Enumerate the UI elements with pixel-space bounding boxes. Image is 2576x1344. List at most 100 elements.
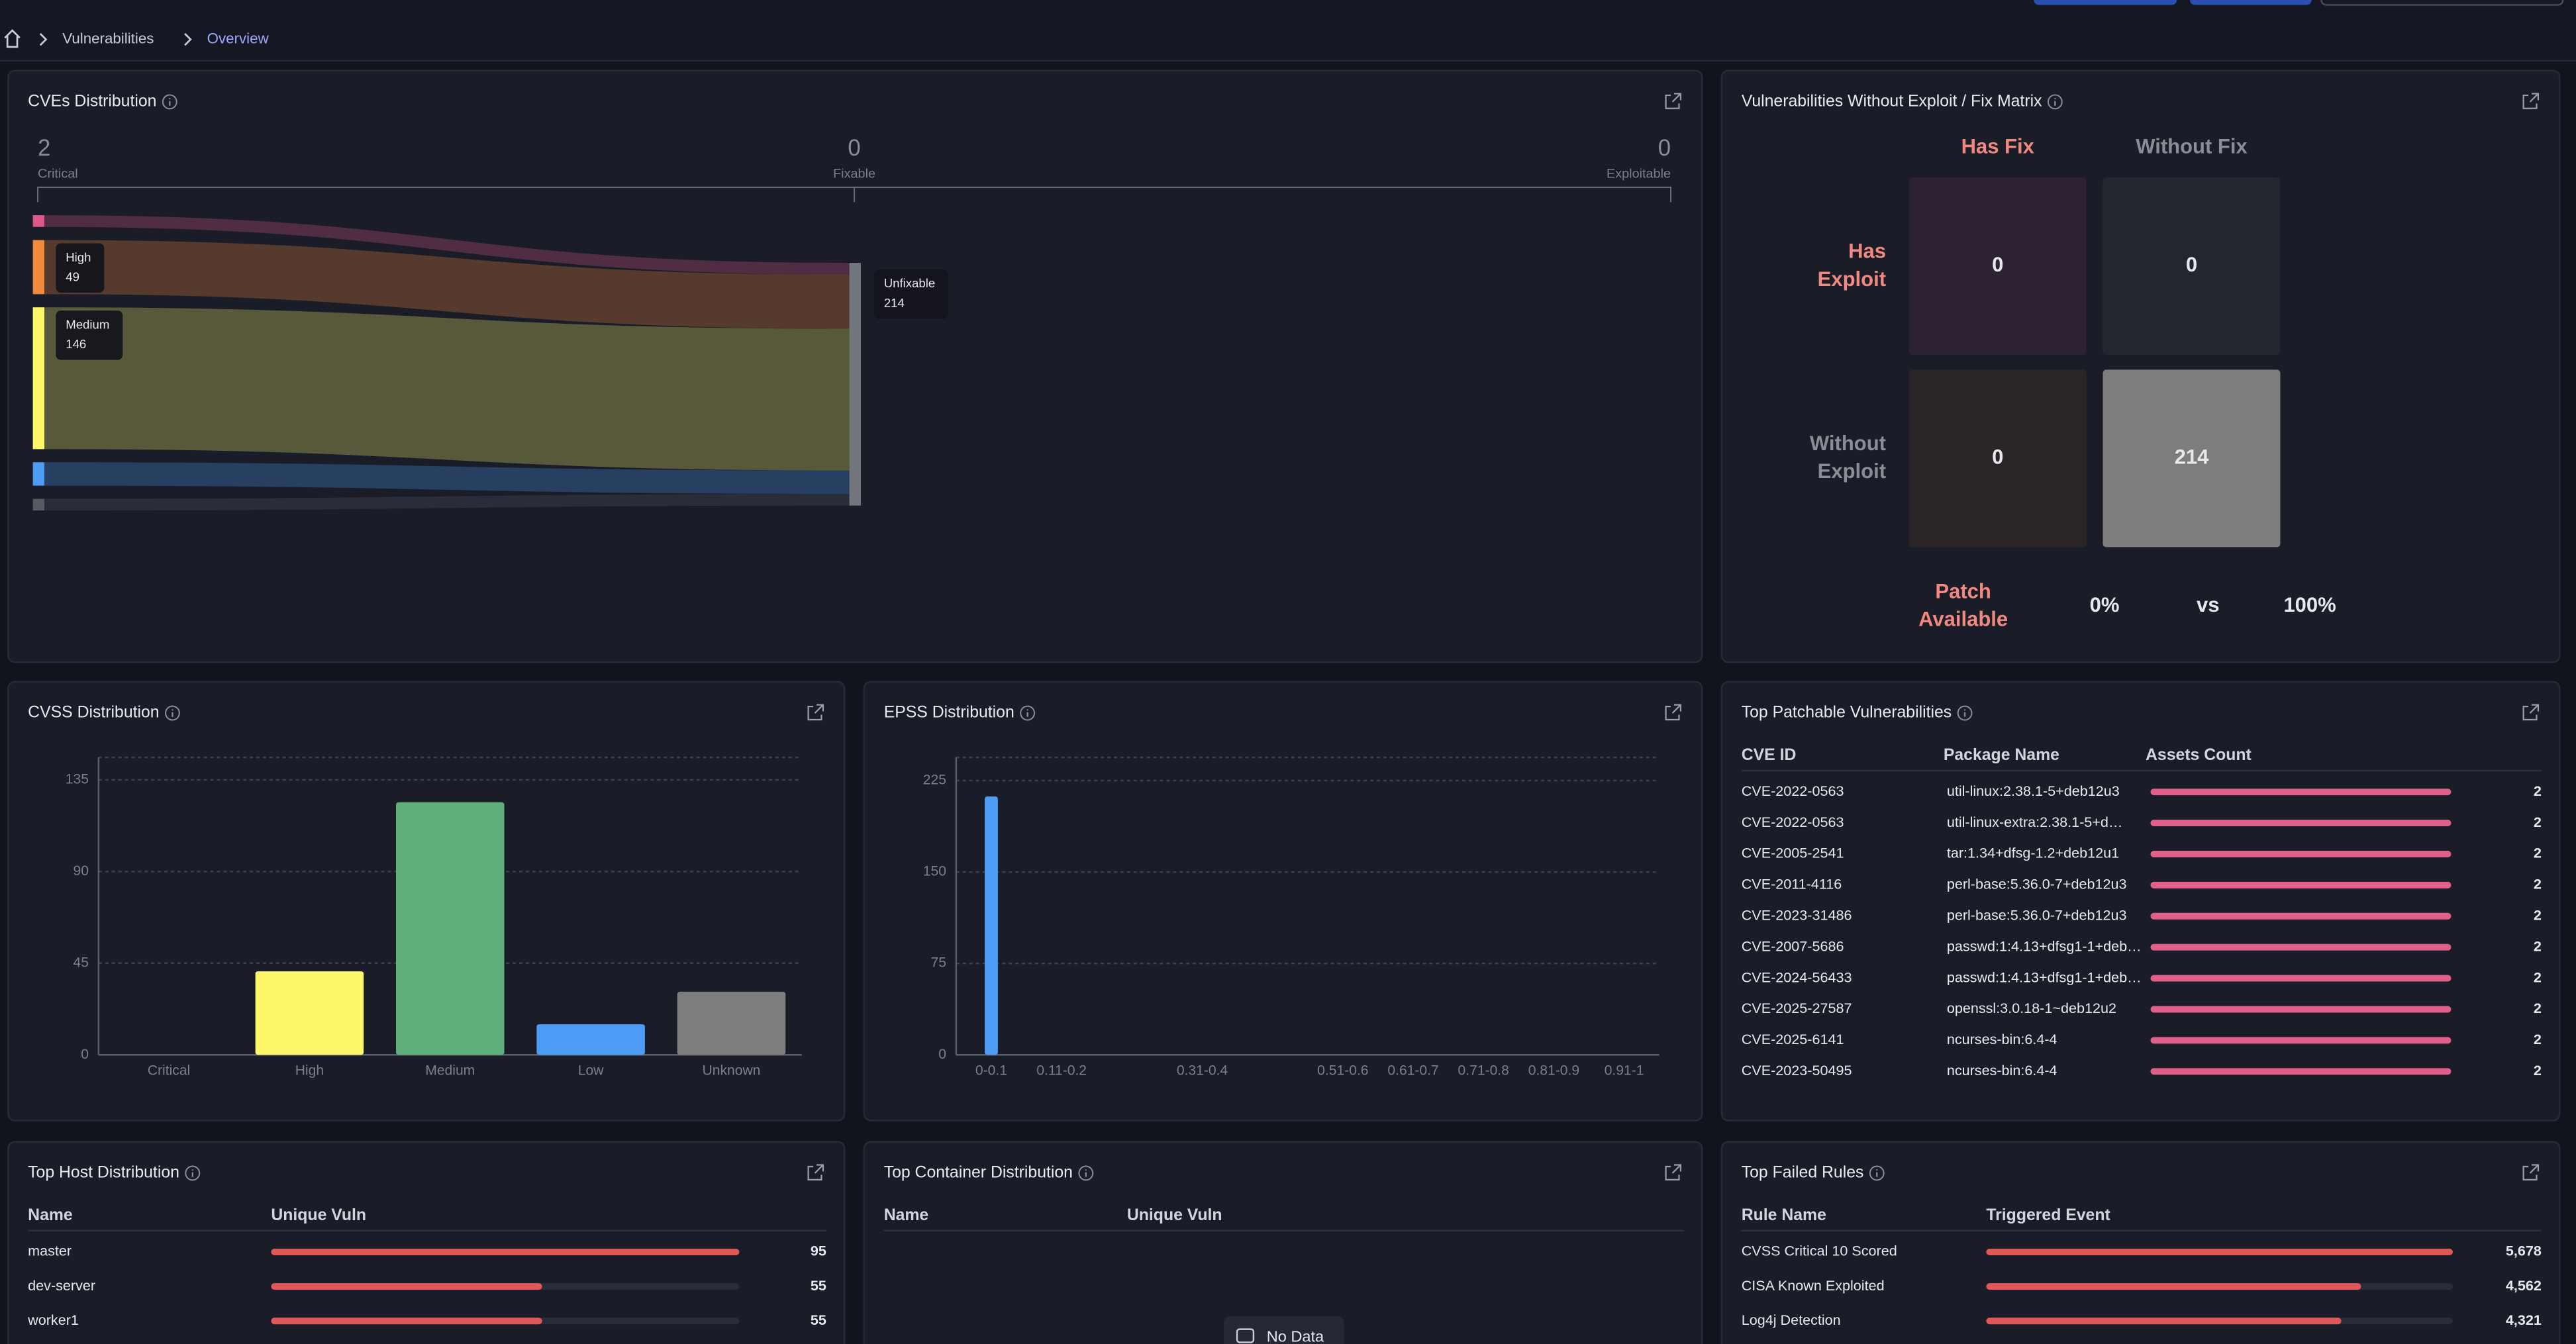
table-value: 2 — [2534, 845, 2542, 861]
sankey-flow — [44, 215, 850, 275]
sankey-tooltip — [873, 269, 949, 319]
sankey-value: 49 — [66, 270, 79, 284]
patch-stat: 0% — [2090, 593, 2120, 616]
table-cell: openssl:3.0.18-1~deb12u2 — [1947, 1000, 2116, 1016]
table-value: 95 — [811, 1243, 826, 1259]
table-header: Triggered Event — [1986, 1206, 2110, 1224]
info-icon[interactable] — [165, 705, 180, 721]
x-tick-label: High — [295, 1063, 324, 1079]
matrix-cell — [2103, 369, 2281, 548]
table-header: Unique Vuln — [271, 1206, 366, 1224]
table-cell: passwd:1:4.13+dfsg1-1+deb… — [1947, 969, 2142, 985]
y-tick-label: 0 — [938, 1047, 946, 1062]
table-header: Name — [884, 1206, 929, 1224]
open-link-icon[interactable] — [2522, 93, 2540, 109]
sankey-node — [32, 462, 44, 486]
table-value: 2 — [2534, 906, 2542, 923]
open-link-icon[interactable] — [2522, 1164, 2540, 1180]
info-icon[interactable] — [162, 94, 177, 110]
bar — [2150, 881, 2452, 888]
table-value: 2 — [2534, 1031, 2542, 1047]
panel-title: CVEs Distribution — [28, 92, 156, 110]
table-value: 5,678 — [2506, 1243, 2542, 1259]
open-link-icon[interactable] — [1665, 704, 1682, 721]
matrix-row-header: Has Exploit — [1817, 240, 1887, 291]
open-link-icon[interactable] — [807, 1164, 824, 1180]
matrix-cell-value: 0 — [2186, 253, 2197, 276]
table-cell: perl-base:5.36.0-7+deb12u3 — [1947, 876, 2127, 892]
open-link-icon[interactable] — [1665, 93, 1682, 109]
x-tick-label: 0.31-0.4 — [1177, 1063, 1228, 1079]
breadcrumb-link[interactable]: Vulnerabilities — [62, 30, 154, 46]
bar — [1986, 1283, 2361, 1290]
bar — [2150, 1006, 2452, 1013]
sankey-tooltip — [56, 243, 105, 293]
info-icon[interactable] — [1869, 1165, 1885, 1181]
header-button[interactable] — [2320, 0, 2564, 6]
open-link-icon[interactable] — [2522, 704, 2540, 721]
stage-bracket — [37, 186, 1672, 203]
sankey-node — [32, 215, 44, 227]
stage-count: 2 — [38, 136, 50, 161]
sankey-tooltip — [56, 311, 123, 360]
header-button[interactable] — [2034, 0, 2177, 5]
info-icon[interactable] — [1078, 1165, 1094, 1181]
info-icon[interactable] — [185, 1165, 201, 1181]
table-value: 55 — [811, 1277, 826, 1294]
matrix-row-header-box: Has Exploit — [1817, 240, 1887, 291]
bar — [2150, 943, 2452, 951]
table-cell: CVE-2011-4116 — [1742, 876, 1842, 892]
sankey-node — [32, 307, 44, 450]
table-value: 4,321 — [2506, 1312, 2542, 1328]
no-data-text: No Data — [1267, 1327, 1324, 1344]
panel — [7, 1141, 846, 1344]
y-tick-label: 90 — [74, 863, 89, 879]
open-link-icon[interactable] — [1665, 1164, 1682, 1180]
panel — [1720, 1141, 2561, 1344]
x-tick-label: 0.91-1 — [1605, 1063, 1644, 1079]
header-button[interactable] — [2189, 0, 2312, 5]
x-tick-label: 0.71-0.8 — [1458, 1063, 1509, 1079]
home-icon[interactable] — [4, 28, 21, 48]
y-tick-label: 75 — [931, 955, 946, 971]
sankey-label: High — [66, 250, 91, 264]
table-cell: worker1 — [27, 1312, 79, 1328]
matrix-column-header: Without Fix — [2136, 135, 2248, 158]
table-value: 2 — [2534, 783, 2542, 799]
bar — [271, 1318, 542, 1325]
breadcrumb-separator — [184, 32, 192, 46]
panel-title: Top Container Distribution — [884, 1163, 1073, 1181]
y-tick-label: 135 — [66, 771, 89, 787]
patch-stat: vs — [2197, 593, 2219, 616]
open-link-icon[interactable] — [807, 704, 824, 721]
matrix-cell-value: 0 — [1992, 253, 2003, 276]
stage-name: Fixable — [833, 166, 875, 181]
table-header: CVE ID — [1742, 746, 1797, 764]
sankey-value: 146 — [66, 337, 86, 351]
panel-title: Top Host Distribution — [28, 1163, 179, 1181]
table-header: Rule Name — [1742, 1206, 1826, 1224]
panel — [863, 681, 1703, 1122]
stage-name: Critical — [38, 166, 78, 181]
table-cell: CVE-2022-0563 — [1742, 814, 1844, 830]
stage-count: 0 — [1658, 136, 1671, 161]
table-value: 2 — [2534, 814, 2542, 830]
info-icon[interactable] — [1020, 705, 1036, 721]
table-cell: CISA Known Exploited — [1742, 1277, 1885, 1294]
table-value: 2 — [2534, 876, 2542, 892]
table-cell: util-linux:2.38.1-5+deb12u3 — [1947, 783, 2120, 799]
table-cell: CVE-2005-2541 — [1742, 845, 1844, 861]
table-cell: CVE-2024-56433 — [1742, 969, 1852, 985]
table-cell: tar:1.34+dfsg-1.2+deb12u1 — [1947, 845, 2119, 861]
table-value: 2 — [2534, 1062, 2542, 1079]
bar — [1986, 1249, 2453, 1255]
no-data-icon — [1236, 1328, 1255, 1343]
table-value: 4,562 — [2506, 1277, 2542, 1294]
bar — [2150, 851, 2452, 857]
info-icon[interactable] — [1957, 705, 1973, 721]
sankey-label: Medium — [66, 317, 109, 331]
sankey-flow — [44, 493, 850, 511]
table-cell: CVSS Critical 10 Scored — [1742, 1243, 1897, 1259]
info-icon[interactable] — [2047, 94, 2063, 110]
